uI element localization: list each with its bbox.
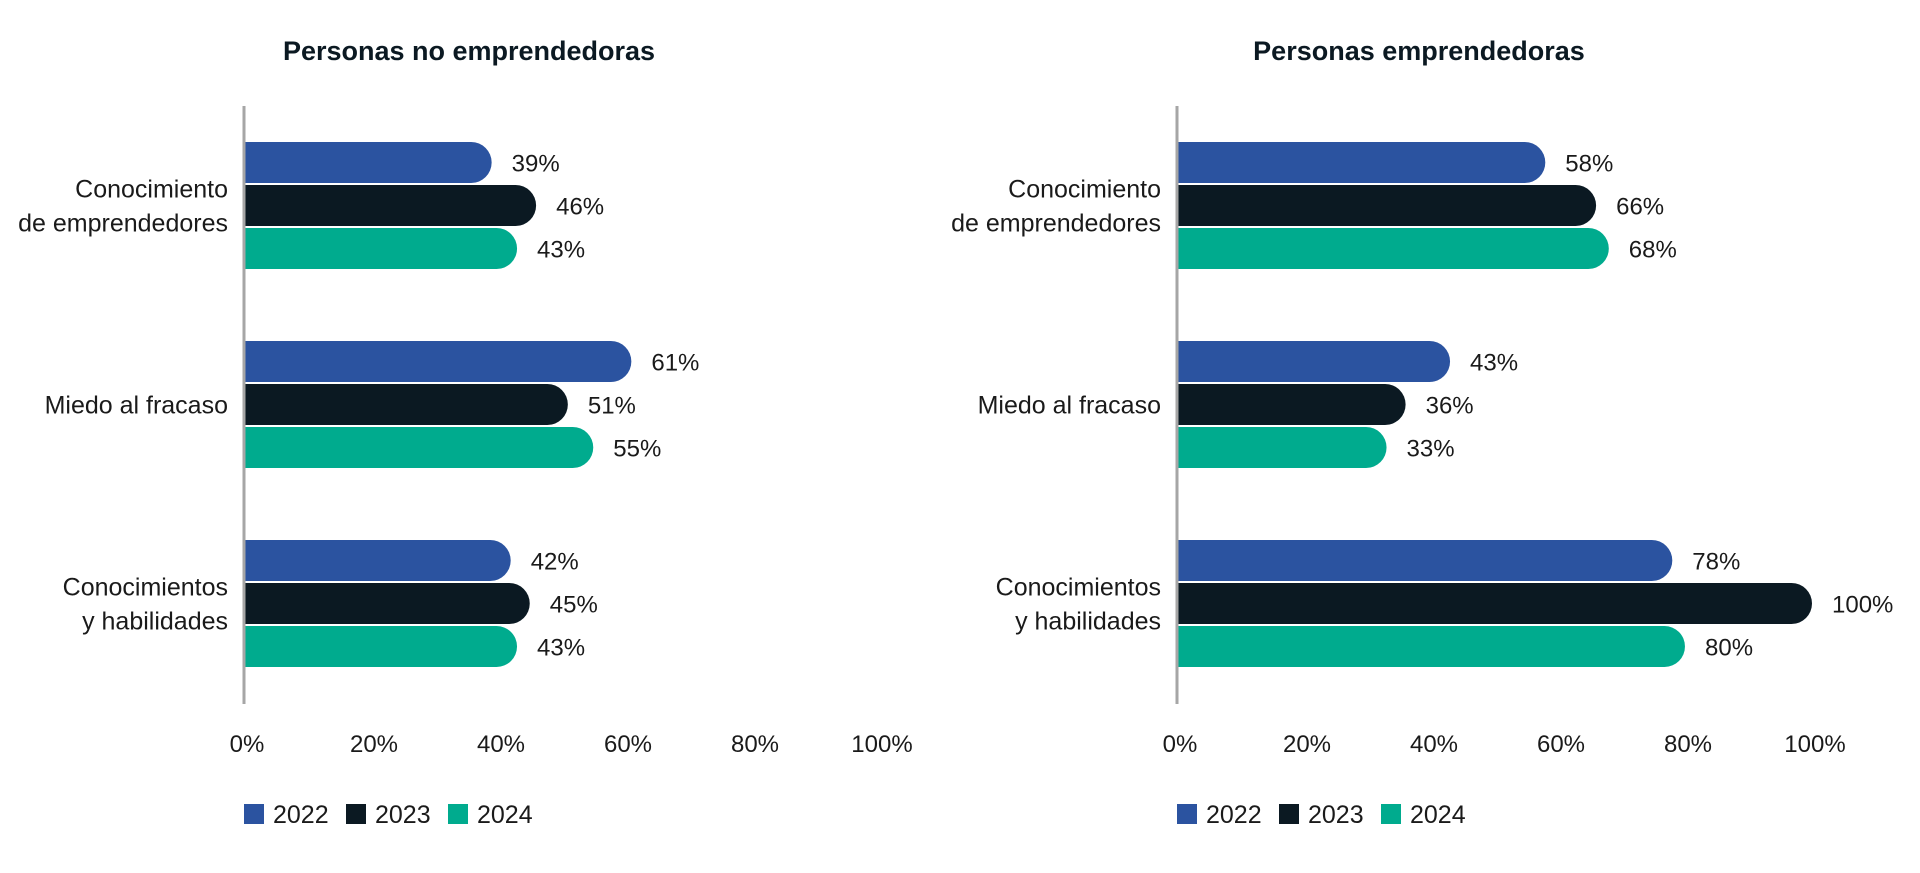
chart-title: Personas no emprendedoras xyxy=(283,36,655,66)
category-label-2: Miedo al fracaso xyxy=(45,392,228,420)
data-label-2024-3: 43% xyxy=(537,635,585,662)
bar-2024-1 xyxy=(244,228,518,269)
legend-label-2024: 2024 xyxy=(1410,801,1466,829)
data-label-2022-1: 58% xyxy=(1565,151,1613,178)
x-tick-label: 80% xyxy=(731,731,779,758)
category-label-line: Miedo al fracaso xyxy=(45,392,228,420)
bar-2022-3 xyxy=(1177,540,1673,581)
x-tick-label: 40% xyxy=(477,731,525,758)
bar-2024-2 xyxy=(1177,426,1387,468)
bar-2023-2 xyxy=(244,384,568,425)
data-label-2024-2: 33% xyxy=(1407,436,1455,463)
legend-label-2022: 2022 xyxy=(273,801,329,829)
bar-2023-1 xyxy=(1177,185,1597,226)
bar-2022-1 xyxy=(1177,142,1546,183)
bar-2024-1 xyxy=(1177,228,1609,269)
x-tick-label: 60% xyxy=(1537,731,1585,758)
category-label-line: Conocimiento xyxy=(1008,176,1161,204)
x-tick-label: 80% xyxy=(1664,731,1712,758)
category-label-line: y habilidades xyxy=(1015,608,1161,636)
legend-swatch-2022 xyxy=(244,804,264,824)
data-label-2023-2: 51% xyxy=(588,393,636,420)
x-tick-label: 60% xyxy=(604,731,652,758)
data-label-2023-3: 100% xyxy=(1832,592,1893,619)
data-label-2022-2: 61% xyxy=(651,350,699,377)
x-tick-label: 0% xyxy=(230,731,265,758)
bar-2023-3 xyxy=(244,583,530,624)
data-label-2023-2: 36% xyxy=(1426,393,1474,420)
category-label-line: Miedo al fracaso xyxy=(978,392,1161,420)
legend-swatch-2023 xyxy=(1279,804,1299,824)
data-label-2024-1: 68% xyxy=(1629,237,1677,264)
data-label-2023-1: 46% xyxy=(556,194,604,221)
category-label-line: Conocimiento xyxy=(75,176,228,204)
x-tick-label: 100% xyxy=(1784,731,1845,758)
chart-panel-2: Personas emprendedoras 58%66% 68% Conocimie… xyxy=(951,36,1893,829)
data-label-2024-3: 80% xyxy=(1705,635,1753,662)
bar-2022-3 xyxy=(244,540,511,581)
bar-2022-1 xyxy=(244,142,492,183)
category-label-1: Conocimiento de emprendedores xyxy=(18,176,228,238)
x-tick-label: 40% xyxy=(1410,731,1458,758)
legend-swatch-2023 xyxy=(346,804,366,824)
x-tick-label: 100% xyxy=(851,731,912,758)
bar-2022-2 xyxy=(1177,341,1451,382)
legend-swatch-2022 xyxy=(1177,804,1197,824)
legend-label-2024: 2024 xyxy=(477,801,533,829)
category-label-line: Conocimientos xyxy=(996,574,1161,602)
legend-label-2023: 2023 xyxy=(1308,801,1364,829)
bar-2023-3 xyxy=(1177,583,1812,624)
data-label-2023-1: 66% xyxy=(1616,194,1664,221)
legend-swatch-2024 xyxy=(448,804,468,824)
data-label-2024-2: 55% xyxy=(613,436,661,463)
bar-2024-2 xyxy=(244,426,594,468)
bar-2022-2 xyxy=(244,341,632,382)
bar-2024-3 xyxy=(244,626,518,667)
data-label-2022-1: 39% xyxy=(512,151,560,178)
category-label-line: de emprendedores xyxy=(18,210,228,238)
x-tick-label: 0% xyxy=(1163,731,1198,758)
legend-label-2022: 2022 xyxy=(1206,801,1262,829)
data-label-2022-3: 42% xyxy=(531,549,579,576)
category-label-line: y habilidades xyxy=(82,608,228,636)
x-tick-label: 20% xyxy=(1283,731,1331,758)
category-label-line: de emprendedores xyxy=(951,210,1161,238)
category-label-1: Conocimiento de emprendedores xyxy=(951,176,1161,238)
category-label-line: Conocimientos xyxy=(63,574,228,602)
category-label-3: Conocimientos y habilidades xyxy=(63,574,228,636)
data-label-2024-1: 43% xyxy=(537,237,585,264)
bar-2023-1 xyxy=(244,185,537,226)
bar-2024-3 xyxy=(1177,626,1685,667)
bar-2023-2 xyxy=(1177,384,1406,425)
category-label-3: Conocimientos y habilidades xyxy=(996,574,1161,636)
data-label-2023-3: 45% xyxy=(550,592,598,619)
legend-label-2023: 2023 xyxy=(375,801,431,829)
data-label-2022-2: 43% xyxy=(1470,350,1518,377)
legend-swatch-2024 xyxy=(1381,804,1401,824)
chart-title: Personas emprendedoras xyxy=(1253,36,1585,66)
data-label-2022-3: 78% xyxy=(1692,549,1740,576)
x-tick-label: 20% xyxy=(350,731,398,758)
chart-panel-1: Personas no emprendedoras 39% 46% 43% Conoci… xyxy=(18,36,913,829)
category-label-2: Miedo al fracaso xyxy=(978,392,1161,420)
